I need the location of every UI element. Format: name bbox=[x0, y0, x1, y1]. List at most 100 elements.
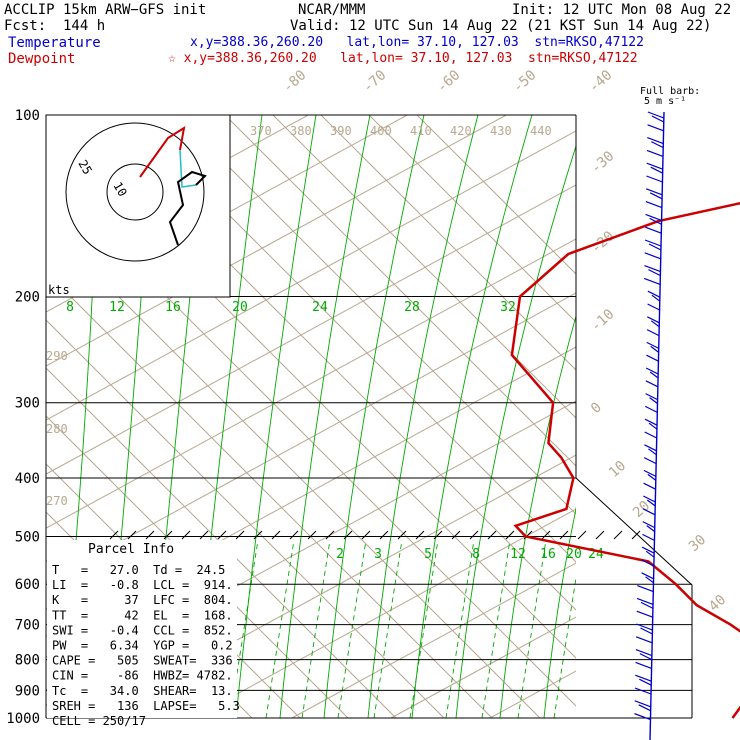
wind-barb-flag bbox=[640, 601, 654, 609]
saturation-line bbox=[337, 539, 367, 719]
isotherm-line bbox=[489, 670, 576, 719]
wind-barb-flag bbox=[649, 192, 663, 200]
parcel-row: SREH = 136 LAPSE= 5.3 bbox=[52, 699, 240, 713]
mixing-ratio-label: 12 bbox=[109, 300, 125, 315]
adiabat-line bbox=[416, 115, 576, 275]
mixing-ratio-label: 12 bbox=[510, 547, 526, 562]
valid-time: Valid: 12 UTC Sun 14 Aug 22 (21 KST Sun … bbox=[290, 18, 712, 34]
sounding-curves: ELMLFCCCLLCL bbox=[510, 201, 740, 719]
parcel-row: K = 37 LFC = 804. bbox=[52, 593, 233, 607]
adiabat-line bbox=[46, 271, 493, 719]
isotherm-label: -30 bbox=[588, 148, 618, 177]
wind-barb bbox=[643, 482, 656, 490]
wind-barb-flag bbox=[651, 294, 661, 302]
wind-barb bbox=[645, 201, 663, 209]
isotherm-label: -40 bbox=[586, 67, 616, 96]
wind-barb bbox=[644, 431, 657, 439]
isotherm-label: 30 bbox=[686, 532, 709, 555]
parcel-row: Tc = 34.0 SHEAR= 13. bbox=[52, 684, 233, 698]
wind-barbs bbox=[634, 111, 665, 740]
parcel-row: LI = -0.8 LCL = 914. bbox=[52, 578, 233, 592]
theta-label: 440 bbox=[530, 124, 552, 138]
temperature-legend: Temperature bbox=[8, 35, 101, 51]
pressure-label: 800 bbox=[15, 653, 40, 669]
dewpoint-legend: Dewpoint bbox=[8, 51, 76, 67]
mixing-ratio-line bbox=[499, 314, 576, 719]
wind-barb bbox=[645, 226, 662, 234]
hatch-mark bbox=[343, 530, 353, 540]
adiabat-line bbox=[272, 115, 576, 419]
wind-barb bbox=[635, 636, 653, 644]
pressure-label: 1000 bbox=[6, 711, 40, 727]
wind-barb bbox=[634, 700, 651, 708]
parcel-row: CIN = -86 HWBZ= 4782. bbox=[52, 669, 233, 683]
pressure-label: 600 bbox=[15, 577, 40, 593]
wind-barb bbox=[647, 316, 660, 324]
theta-label: 420 bbox=[450, 124, 472, 138]
mixing-ratio-line bbox=[632, 115, 740, 718]
hatch-mark bbox=[559, 530, 569, 540]
hodograph-trace-mid bbox=[179, 149, 197, 188]
wind-barb bbox=[645, 188, 663, 196]
pressure-label: 900 bbox=[15, 683, 40, 699]
hodograph-ring-label: 10 bbox=[110, 180, 129, 200]
wind-barb bbox=[646, 329, 660, 337]
hatch-mark bbox=[505, 530, 515, 540]
wind-barb-flag bbox=[646, 525, 656, 533]
saturation-line bbox=[265, 539, 295, 719]
parcel-row: SWI = -0.4 CCL = 852. bbox=[52, 623, 233, 637]
isotherm-line bbox=[46, 292, 576, 583]
hatch-mark bbox=[307, 530, 317, 540]
hatch-mark bbox=[289, 530, 299, 540]
pressure-label: 100 bbox=[15, 108, 40, 124]
isotherm-label: 0 bbox=[588, 399, 605, 417]
adiabat-line bbox=[46, 367, 397, 719]
wind-barb bbox=[645, 213, 662, 221]
hatch-mark bbox=[163, 530, 173, 540]
wind-barb-flag bbox=[650, 320, 660, 328]
mixing-ratio-line bbox=[367, 115, 479, 719]
wind-barb bbox=[642, 533, 655, 541]
isotherm-line bbox=[589, 115, 740, 718]
saturation-line bbox=[373, 539, 403, 719]
wind-barb bbox=[641, 572, 654, 580]
wind-barb-flag bbox=[648, 448, 657, 456]
wind-barb bbox=[645, 405, 658, 413]
wind-barb bbox=[636, 597, 654, 605]
theta-label: 380 bbox=[290, 124, 312, 138]
mixing-ratio-line bbox=[235, 115, 317, 719]
wind-barb-flag bbox=[638, 704, 652, 712]
wind-barb bbox=[636, 623, 653, 631]
parcel-row: T = 27.0 Td = 24.5 bbox=[52, 563, 225, 577]
parcel-title: Parcel Info bbox=[88, 542, 174, 557]
wind-barb bbox=[647, 111, 665, 119]
theta-label: 370 bbox=[250, 124, 272, 138]
dewpoint-line bbox=[510, 201, 740, 719]
saturation-line bbox=[409, 539, 439, 719]
hatch-mark bbox=[577, 530, 587, 540]
frame-right-skew bbox=[575, 477, 693, 718]
adiabat-line bbox=[320, 115, 576, 371]
wind-barb bbox=[644, 418, 658, 426]
hatch-mark bbox=[379, 530, 389, 540]
parcel-row: PW = 6.34 YGP = 0.2 bbox=[52, 639, 233, 653]
theta-label: 430 bbox=[490, 124, 512, 138]
hodograph-trace-lower bbox=[168, 170, 207, 246]
adiabat-line bbox=[368, 115, 576, 323]
theta-label: 290 bbox=[46, 349, 68, 363]
adiabat-line bbox=[46, 319, 445, 719]
parcel-info-box: Parcel Info T = 27.0 Td = 24.5LI = -0.8 L… bbox=[47, 540, 240, 728]
wind-barb bbox=[643, 457, 657, 465]
mixing-ratio-label: 20 bbox=[232, 300, 248, 315]
hatch-mark bbox=[415, 530, 425, 540]
mixing-ratio-label: 2 bbox=[336, 547, 344, 562]
wind-barb bbox=[635, 661, 652, 669]
isotherm-line bbox=[46, 115, 507, 367]
wind-barb bbox=[635, 649, 653, 657]
pressure-grid bbox=[45, 114, 693, 719]
hodograph-trace-upper bbox=[139, 125, 186, 178]
isotherm-label: 10 bbox=[606, 458, 629, 481]
saturation-line bbox=[301, 539, 331, 719]
wind-barb bbox=[636, 610, 653, 618]
